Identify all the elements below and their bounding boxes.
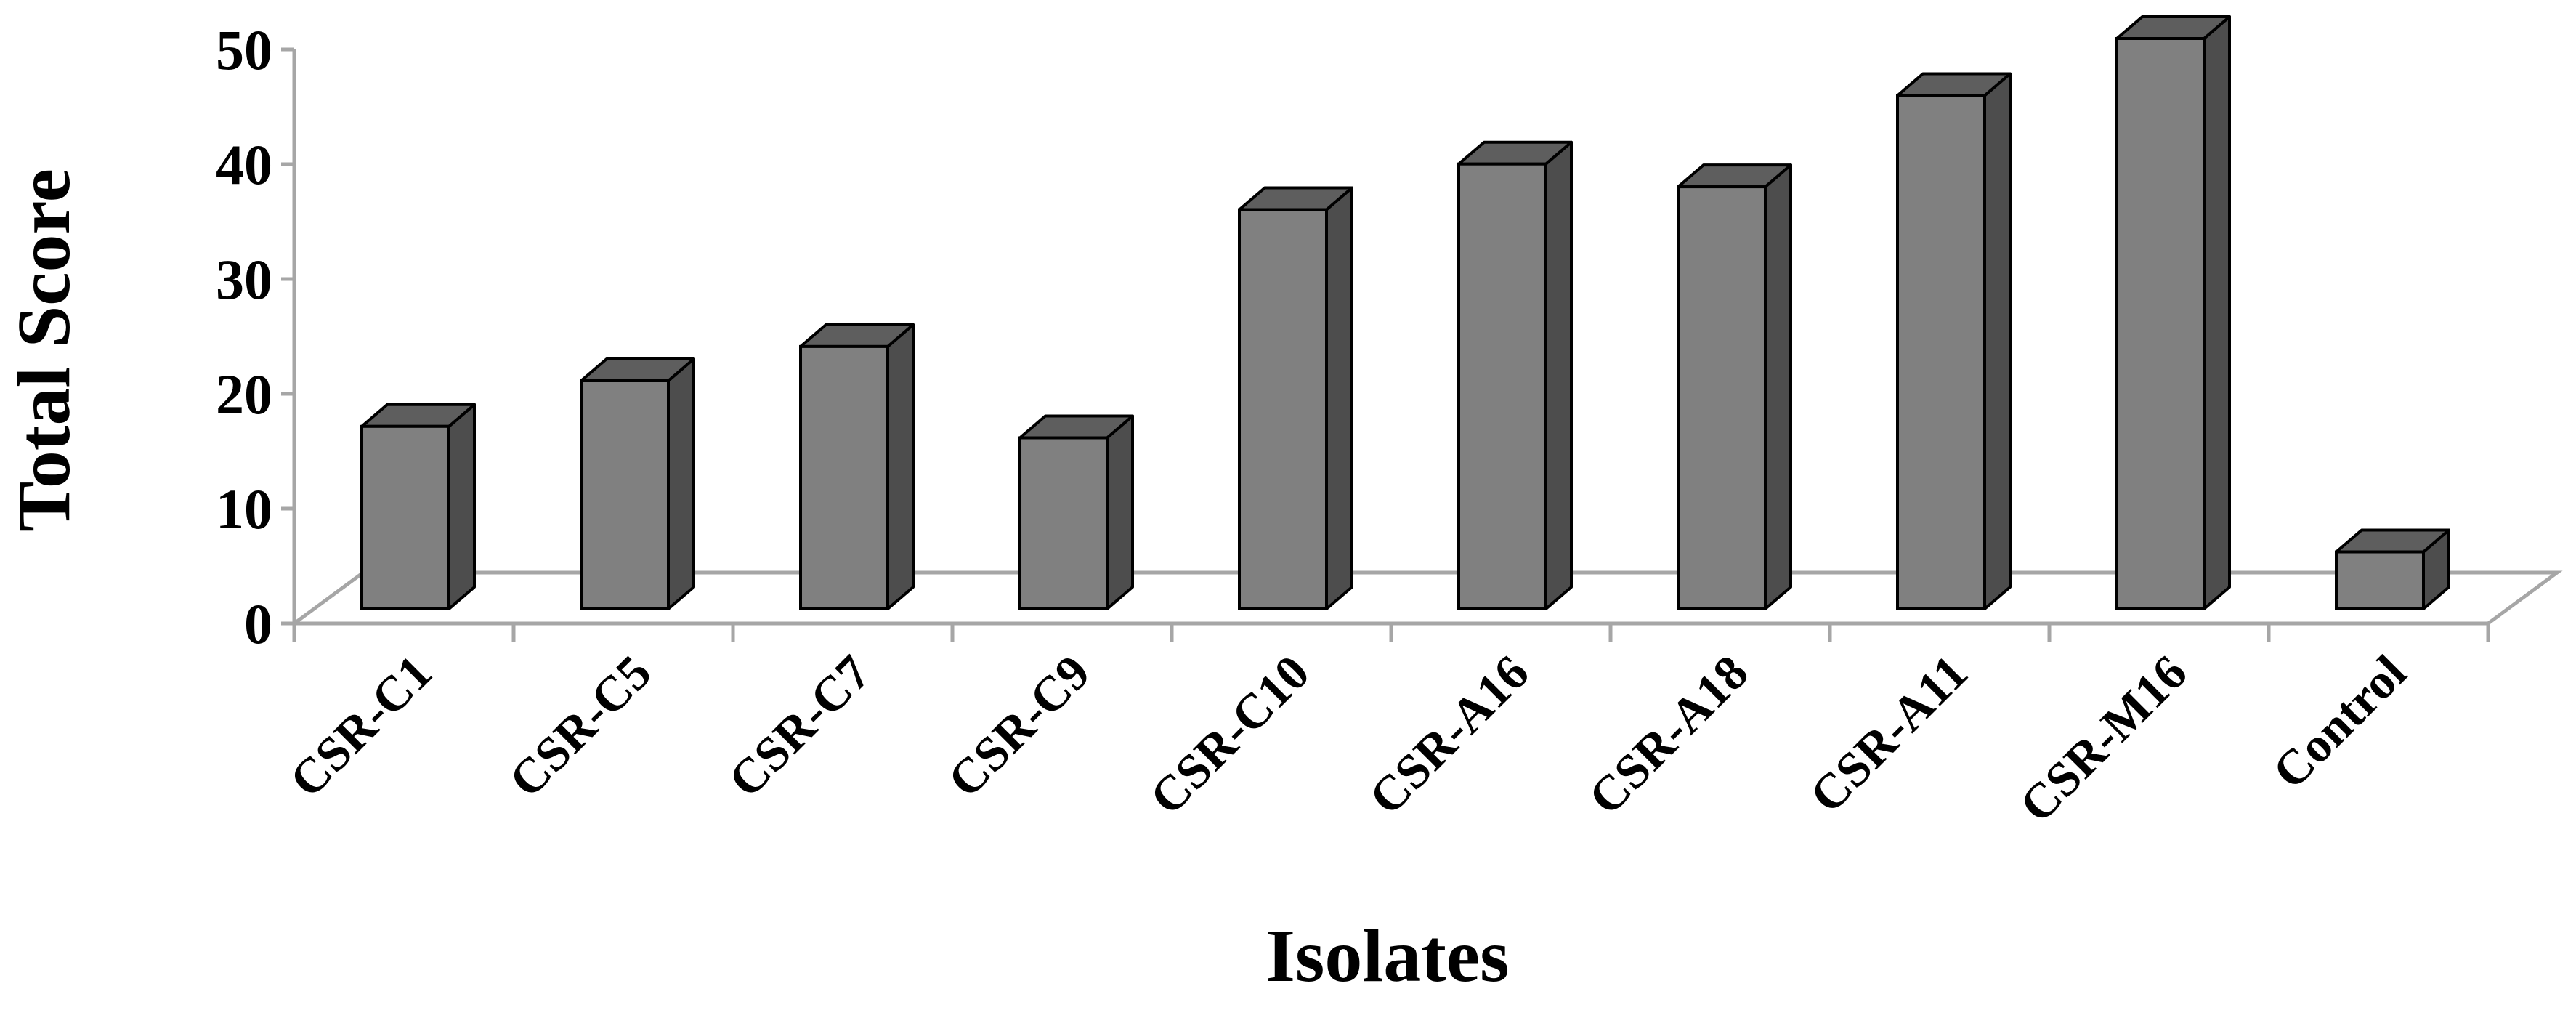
y-tick-label: 0 (244, 592, 272, 655)
bar (799, 323, 915, 610)
bar-side-face (1106, 414, 1134, 610)
x-tick-label: CSR-M16 (2009, 645, 2197, 833)
bar (1018, 414, 1134, 610)
x-tick-label: CSR-A11 (1799, 645, 1978, 823)
category-labels: CSR-C1 CSR-C5 CSR-C7 CSR-C9 CSR-C10 CSR-A16 CS… (279, 645, 2417, 833)
bar (1457, 140, 1573, 610)
bar-side-face (2203, 15, 2231, 610)
y-axis-ticks: 0 10 20 30 40 50 (216, 18, 294, 655)
bar-front-face (1457, 162, 1547, 610)
bar (2335, 528, 2450, 610)
bar-front-face (2335, 550, 2425, 610)
axes (288, 49, 2563, 626)
x-tick-label: Control (2261, 645, 2416, 799)
bar-front-face (1677, 185, 1767, 611)
bar-front-face (1896, 94, 1986, 610)
y-tick-label: 40 (216, 133, 272, 196)
bar-side-face (886, 323, 915, 610)
x-tick-label: CSR-C5 (498, 645, 662, 808)
x-axis-title: Isolates (1265, 914, 1509, 998)
x-tick-label: CSR-A18 (1578, 645, 1759, 825)
bar-side-face (1325, 186, 1353, 610)
bar-front-face (360, 424, 450, 610)
y-tick-label: 30 (216, 248, 272, 311)
bar (1238, 186, 1353, 610)
x-tick-label: CSR-C10 (1139, 645, 1320, 825)
x-tick-label: CSR-C7 (718, 645, 881, 808)
y-tick-label: 10 (216, 477, 272, 541)
bar-side-face (1764, 163, 1792, 610)
bar-front-face (1238, 208, 1328, 610)
floor-plane (288, 570, 2563, 626)
bar (1896, 72, 2012, 610)
y-tick-label: 20 (216, 363, 272, 426)
bar-front-face (799, 344, 889, 610)
y-tick-label: 50 (216, 18, 272, 81)
bar-front-face (2115, 37, 2206, 610)
bar-side-face (447, 403, 476, 610)
bar (2115, 15, 2231, 610)
bar-side-face (1983, 72, 2012, 610)
x-tick-label: CSR-A16 (1358, 645, 1539, 825)
y-axis-title: Total Score (2, 169, 86, 532)
x-tick-label: CSR-C1 (279, 645, 442, 808)
bar (1677, 163, 1792, 611)
x-axis-ticks (292, 623, 2490, 642)
x-tick-label: CSR-C9 (937, 645, 1101, 808)
bar-side-face (667, 357, 695, 610)
bars (360, 15, 2450, 611)
bar-front-face (580, 379, 670, 610)
bar-front-face (1018, 436, 1109, 610)
bar (360, 403, 476, 610)
bar-side-face (1544, 140, 1573, 610)
bar (580, 357, 695, 610)
